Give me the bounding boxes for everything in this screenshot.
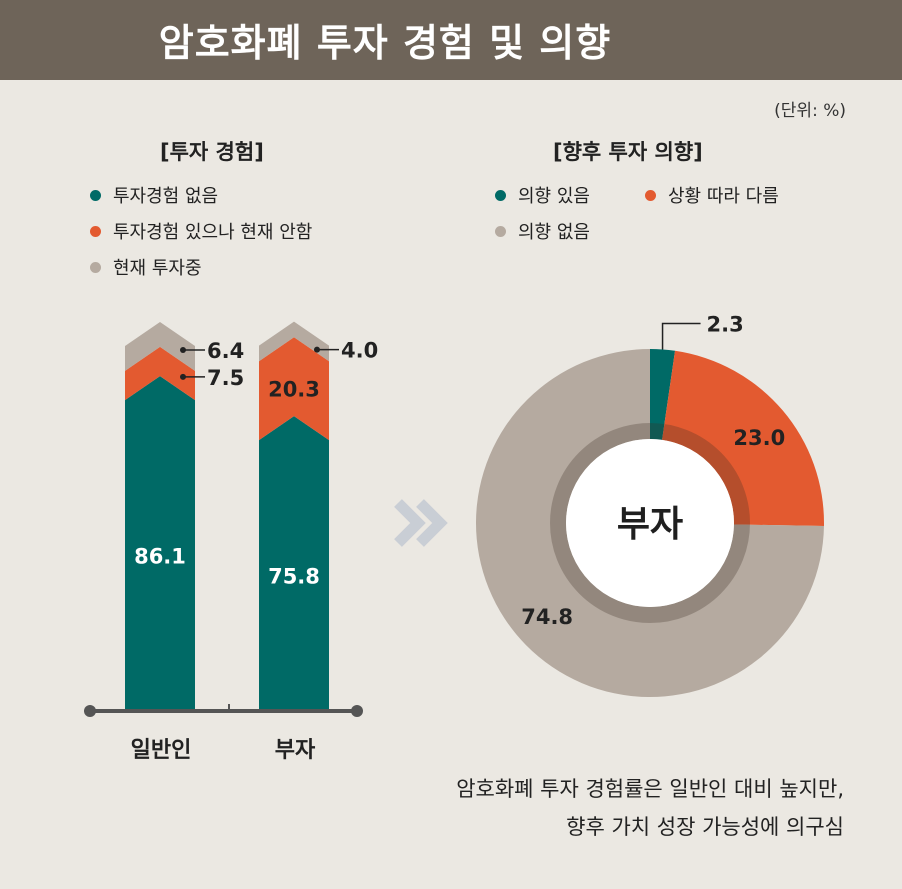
bar-segment-past-experience-general [125, 346, 195, 401]
bar-segment-investing-now-rich [259, 321, 329, 362]
bar-segment-past-experience-rich [259, 337, 329, 441]
caption-line-1: 암호화폐 투자 경험률은 일반인 대비 높지만, [456, 777, 844, 801]
data-label: 23.0 [733, 426, 785, 450]
legend-label: 현재 투자중 [113, 258, 202, 279]
leader-dot [180, 373, 186, 380]
stacked-bar-chart: 86.1 7.5 6.4 75.8 20.3 4.0 [125, 321, 378, 711]
donut-chart: 부자 2.3 23.0 74.8 [476, 312, 824, 698]
summary-caption: 암호화폐 투자 경험률은 일반인 대비 높지만, 향후 가치 성장 가능성에 의… [456, 770, 844, 846]
data-label: 75.8 [268, 565, 320, 589]
baseline-right-endpoint [351, 705, 363, 717]
legend-dot-gray-icon [90, 262, 101, 273]
category-label-general: 일반인 [130, 738, 192, 763]
legend-dot-teal-icon [90, 190, 101, 201]
bar-segment-no-experience-rich [259, 416, 329, 711]
bar-chart-title: [투자 경험] [160, 140, 264, 164]
data-label: 2.3 [707, 312, 744, 336]
donut-slice-intend [650, 349, 676, 440]
data-label: 86.1 [134, 545, 186, 569]
bar-chart-baseline [84, 704, 363, 717]
bar-segment-investing-now-general [125, 322, 195, 371]
legend-dot-teal-icon [495, 190, 506, 201]
category-label-rich: 부자 [274, 738, 316, 763]
data-label: 74.8 [521, 605, 573, 629]
leader-dot [180, 347, 186, 353]
leader-line [661, 322, 701, 350]
legend-label: 투자경험 없음 [113, 186, 219, 207]
caption-line-2: 향후 가치 성장 가능성에 의구심 [566, 815, 844, 839]
donut-slice-depends [662, 350, 824, 527]
legend-item-investing-now: 현재 투자중 [90, 254, 202, 280]
page-title: 암호화폐 투자 경험 및 의향 [158, 21, 612, 65]
donut-hole [566, 439, 734, 607]
legend-item-depends: 상황 따라 다름 [645, 182, 779, 208]
donut-inner-ring [550, 423, 750, 623]
donut-slice-no-intention [476, 349, 824, 698]
data-label: 4.0 [341, 339, 378, 363]
unit-label: (단위: %) [774, 101, 846, 121]
data-label: 20.3 [268, 378, 320, 402]
legend-label: 의향 없음 [518, 222, 590, 243]
legend-label: 투자경험 있으나 현재 안함 [113, 222, 313, 243]
leader-dot [314, 346, 320, 353]
legend-label: 상황 따라 다름 [668, 186, 779, 207]
header-bar: 암호화폐 투자 경험 및 의향 [0, 0, 902, 80]
data-label: 7.5 [207, 366, 244, 390]
bar-segment-no-experience-general [125, 376, 195, 711]
legend-dot-orange-icon [645, 190, 656, 201]
donut-center-label: 부자 [617, 504, 683, 545]
legend-item-no-experience: 투자경험 없음 [90, 182, 218, 208]
double-chevron-icon [394, 499, 448, 547]
legend-dot-gray-icon [495, 226, 506, 237]
legend-item-past-experience: 투자경험 있으나 현재 안함 [90, 218, 312, 244]
baseline-left-endpoint [84, 705, 96, 717]
legend-dot-orange-icon [90, 226, 101, 237]
donut-chart-title: [향후 투자 의향] [553, 140, 703, 164]
data-label: 6.4 [207, 339, 244, 363]
legend-item-intend: 의향 있음 [495, 182, 590, 208]
legend-item-no-intention: 의향 없음 [495, 218, 590, 244]
legend-label: 의향 있음 [518, 186, 590, 207]
